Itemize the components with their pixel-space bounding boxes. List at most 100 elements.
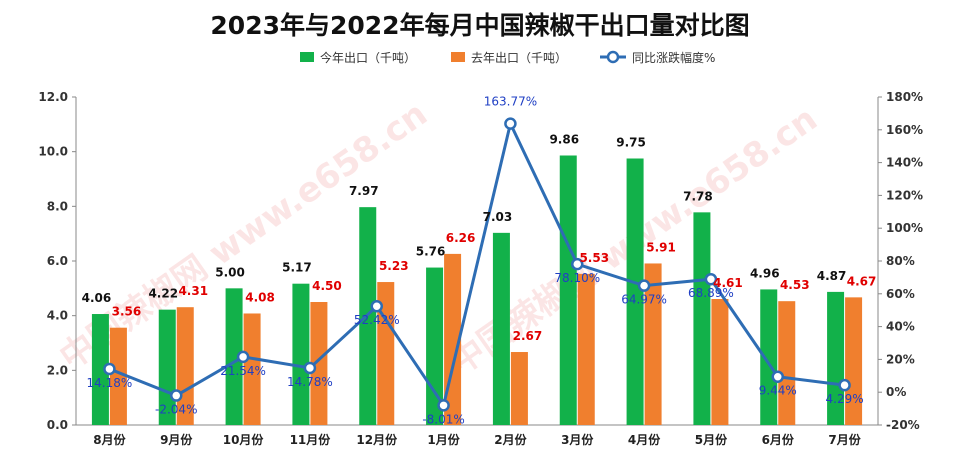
growth-line: [103, 117, 851, 412]
bar-previous: [711, 298, 729, 425]
y-left-tick-label: 12.0: [38, 90, 68, 104]
bar-current-value-label: 7.03: [483, 210, 513, 224]
y-left-tick-label: 6.0: [47, 254, 68, 268]
y-right-tick-label: 20%: [886, 352, 915, 366]
legend-label-current: 今年出口（千吨）: [320, 50, 416, 65]
y-left-tick-label: 0.0: [47, 418, 68, 432]
growth-point: [571, 257, 584, 271]
bar-previous-value-label: 5.23: [379, 259, 409, 273]
bar-current-value-label: 5.76: [416, 245, 446, 259]
growth-value-label: 9.44%: [759, 384, 797, 398]
bar-current-value-label: 4.22: [148, 287, 178, 301]
x-tick-label: 12月份: [356, 432, 398, 447]
growth-value-label: 14.78%: [287, 375, 333, 389]
growth-value-label: 68.89%: [688, 286, 734, 300]
bar-current-value-label: 9.75: [616, 136, 646, 150]
growth-value-label: 163.77%: [484, 95, 537, 109]
y-right-tick-label: 40%: [886, 320, 915, 334]
legend: 今年出口（千吨） 去年出口（千吨） 同比涨跌幅度%: [300, 50, 715, 65]
y-left-tick-label: 10.0: [38, 145, 68, 159]
growth-point: [370, 299, 383, 313]
x-tick-label: 8月份: [93, 432, 126, 447]
y-left-tick-label: 4.0: [47, 309, 68, 323]
bar-current-value-label: 5.17: [282, 261, 312, 275]
y-left-tick-label: 2.0: [47, 363, 68, 377]
y-right-tick-label: 180%: [886, 90, 923, 104]
chart-title: 2023年与2022年每月中国辣椒干出口量对比图: [210, 11, 749, 40]
bar-previous-value-label: 2.67: [513, 329, 543, 343]
legend-label-line: 同比涨跌幅度%: [632, 50, 715, 65]
growth-point: [637, 279, 651, 292]
legend-label-previous: 去年出口（千吨）: [471, 51, 567, 65]
bar-previous: [510, 352, 528, 425]
y-right-tick-label: 160%: [886, 123, 923, 137]
bar-previous: [310, 302, 328, 425]
bar-previous-value-label: 5.91: [646, 240, 676, 254]
growth-value-label: 52.42%: [354, 313, 400, 327]
y-left-tick-label: 8.0: [47, 199, 68, 213]
bar-previous: [243, 313, 261, 425]
y-right-tick-label: 140%: [886, 156, 923, 170]
bar-previous-value-label: 4.50: [312, 279, 342, 293]
bar-previous: [778, 301, 796, 425]
bar-previous-value-label: 4.31: [178, 284, 208, 298]
legend-marker-line: [606, 50, 620, 64]
bar-previous: [377, 282, 395, 425]
bar-previous-value-label: 5.53: [579, 251, 609, 265]
x-tick-label: 5月份: [695, 432, 728, 447]
bar-current: [225, 288, 243, 425]
growth-point: [170, 389, 183, 402]
growth-value-label: 4.29%: [826, 392, 864, 406]
bar-current: [626, 158, 644, 425]
y-right-tick-label: 100%: [886, 221, 923, 235]
bar-previous-value-label: 4.67: [847, 274, 877, 288]
legend-swatch-current: [300, 52, 314, 62]
bar-current: [559, 155, 577, 425]
axes: 0.0 2.0 4.0 6.0 8.0 10.0 12.0 -20% 0% 20% 40% 60% 80…: [38, 90, 923, 447]
growth-value-label: -8.01%: [422, 412, 464, 426]
bar-current: [760, 289, 778, 425]
bar-current: [492, 232, 510, 425]
legend-swatch-previous: [451, 52, 465, 62]
growth-point: [704, 272, 718, 286]
bar-current: [827, 291, 845, 425]
growth-value-label: 64.97%: [621, 293, 667, 307]
y-right-tick-label: -20%: [886, 418, 920, 432]
growth-point: [303, 361, 317, 375]
data-labels: 4.063.56 4.22 4.31 5.004.08 5.174.50 7.97 5.23…: [82, 95, 877, 427]
bar-current-value-label: 7.97: [349, 184, 379, 198]
bar-current: [91, 314, 109, 425]
x-tick-label: 9月份: [160, 432, 193, 447]
bar-previous: [845, 297, 863, 425]
y-right-tick-label: 120%: [886, 188, 923, 202]
bar-current-value-label: 9.86: [549, 132, 579, 146]
bar-previous-value-label: 4.61: [713, 276, 743, 290]
bar-previous: [644, 263, 662, 425]
y-right-tick-label: 80%: [886, 254, 915, 268]
x-tick-label: 6月份: [762, 432, 795, 447]
x-tick-label: 1月份: [427, 432, 460, 447]
x-tick-label: 7月份: [828, 432, 861, 447]
growth-point: [103, 362, 116, 376]
growth-value-label: -2.04%: [155, 403, 197, 417]
bar-previous-value-label: 3.56: [112, 305, 142, 319]
growth-point: [771, 370, 784, 383]
growth-value-label: 78.10%: [554, 271, 600, 285]
bar-current-value-label: 4.96: [750, 266, 780, 280]
bar-current: [693, 212, 711, 425]
growth-point: [236, 350, 250, 364]
x-tick-label: 11月份: [290, 432, 332, 447]
bar-previous-value-label: 4.08: [245, 290, 275, 304]
bar-current-value-label: 5.00: [215, 265, 245, 279]
bar-current-value-label: 4.87: [817, 269, 847, 283]
y-right-tick-label: 60%: [886, 287, 915, 301]
bar-previous-value-label: 6.26: [446, 231, 476, 245]
growth-line-path: [108, 119, 845, 410]
bar-current: [292, 283, 310, 425]
bar-previous: [577, 273, 595, 425]
growth-point: [437, 399, 450, 412]
growth-point: [504, 117, 517, 130]
bar-previous: [109, 327, 127, 425]
bar-current-value-label: 7.78: [683, 189, 713, 203]
